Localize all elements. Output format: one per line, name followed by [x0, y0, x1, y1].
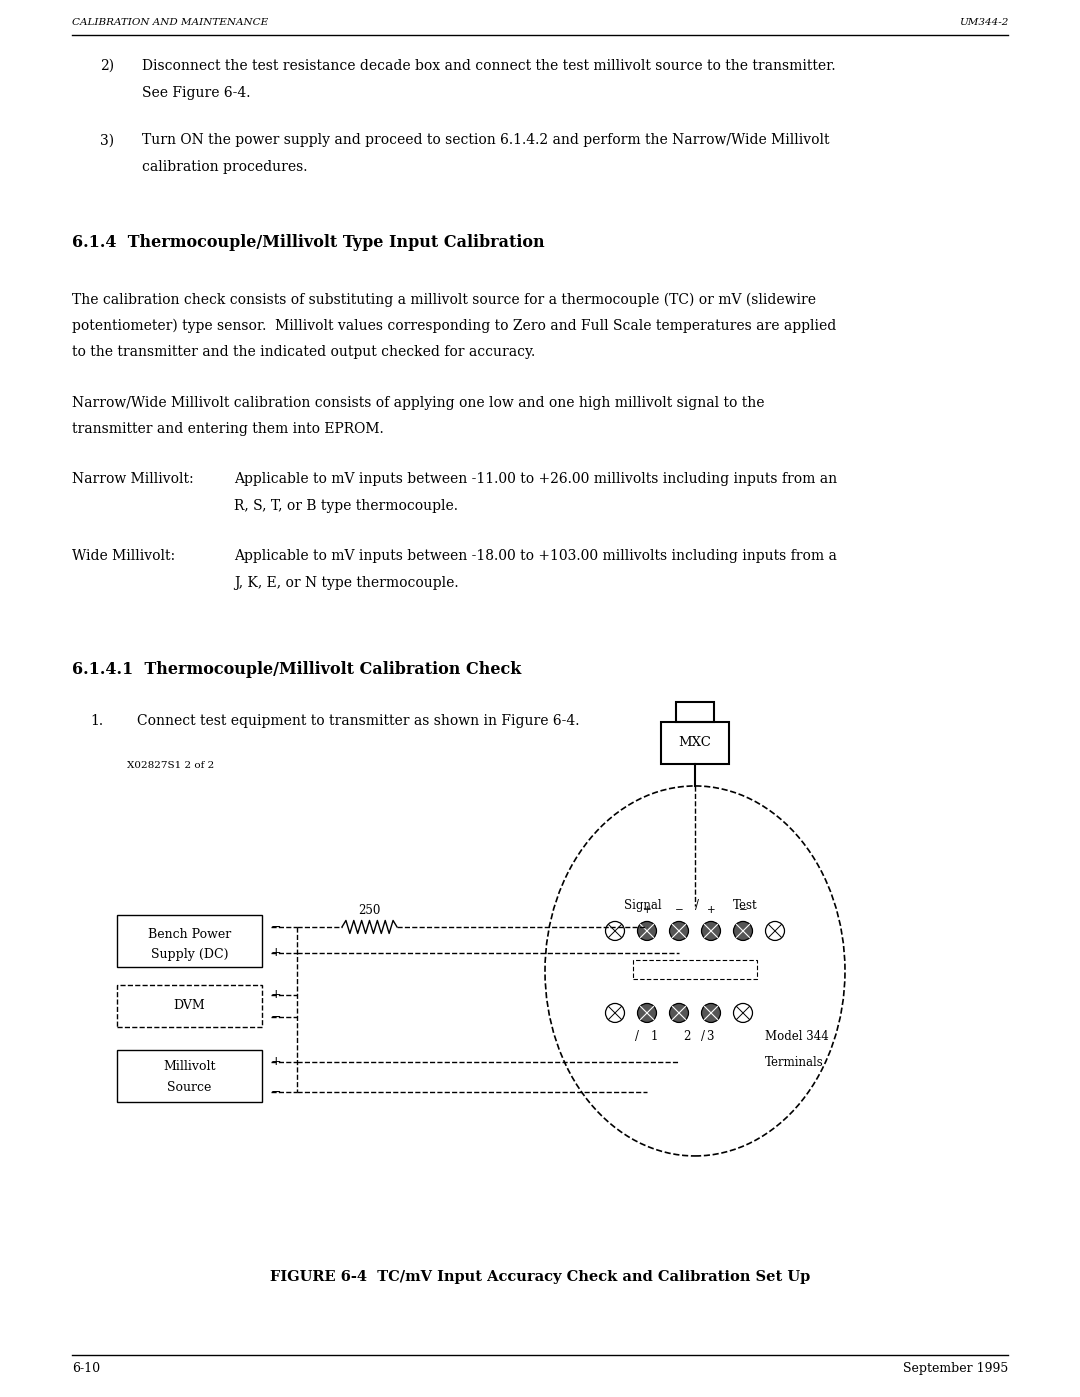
Text: Narrow/Wide Millivolt calibration consists of applying one low and one high mill: Narrow/Wide Millivolt calibration consis… — [72, 395, 765, 409]
Text: September 1995: September 1995 — [903, 1362, 1008, 1375]
Text: R, S, T, or B type thermocouple.: R, S, T, or B type thermocouple. — [234, 499, 458, 513]
Text: Model 344: Model 344 — [765, 1030, 828, 1044]
Circle shape — [733, 922, 753, 940]
Text: Signal: Signal — [624, 898, 662, 912]
Bar — [661, 722, 729, 764]
Text: Turn ON the power supply and proceed to section 6.1.4.2 and perform the Narrow/W: Turn ON the power supply and proceed to … — [141, 133, 829, 147]
Text: Narrow Millivolt:: Narrow Millivolt: — [72, 472, 193, 486]
Text: Terminals: Terminals — [765, 1056, 824, 1069]
Text: Wide Millivolt:: Wide Millivolt: — [72, 549, 175, 563]
Text: +: + — [271, 946, 282, 960]
Circle shape — [670, 922, 689, 940]
Text: potentiometer) type sensor.  Millivolt values corresponding to Zero and Full Sca: potentiometer) type sensor. Millivolt va… — [72, 319, 836, 332]
Text: 6.1.4  Thermocouple/Millivolt Type Input Calibration: 6.1.4 Thermocouple/Millivolt Type Input … — [72, 233, 544, 251]
Text: Applicable to mV inputs between -11.00 to +26.00 millivolts including inputs fro: Applicable to mV inputs between -11.00 t… — [234, 472, 837, 486]
Text: Connect test equipment to transmitter as shown in Figure 6-4.: Connect test equipment to transmitter as… — [137, 714, 580, 728]
Bar — [676, 701, 714, 722]
Text: 6-10: 6-10 — [72, 1362, 100, 1375]
Text: DVM: DVM — [174, 999, 205, 1013]
Text: 2: 2 — [683, 1030, 690, 1044]
Text: /: / — [701, 1030, 705, 1044]
Text: +: + — [643, 905, 651, 915]
Text: −: − — [739, 905, 747, 915]
Text: Source: Source — [167, 1081, 212, 1094]
Text: −: − — [271, 1010, 282, 1024]
Text: 6.1.4.1  Thermocouple/Millivolt Calibration Check: 6.1.4.1 Thermocouple/Millivolt Calibrati… — [72, 661, 522, 678]
Text: The calibration check consists of substituting a millivolt source for a thermoco: The calibration check consists of substi… — [72, 292, 816, 306]
Circle shape — [637, 1003, 657, 1023]
Bar — [117, 985, 262, 1027]
Text: CALIBRATION AND MAINTENANCE: CALIBRATION AND MAINTENANCE — [72, 18, 268, 27]
Text: Disconnect the test resistance decade box and connect the test millivolt source : Disconnect the test resistance decade bo… — [141, 59, 836, 73]
Circle shape — [637, 922, 657, 940]
Bar — [117, 1051, 262, 1102]
Text: 2): 2) — [100, 59, 114, 73]
Text: X02827S1 2 of 2: X02827S1 2 of 2 — [127, 761, 214, 770]
Text: +: + — [271, 989, 282, 1002]
Circle shape — [702, 922, 720, 940]
Text: 3: 3 — [706, 1030, 714, 1044]
Text: +: + — [271, 1056, 282, 1069]
Text: −: − — [271, 921, 282, 933]
Text: −: − — [271, 1085, 282, 1098]
Text: 1.: 1. — [90, 714, 103, 728]
Bar — [633, 960, 757, 979]
Text: Test: Test — [732, 898, 757, 912]
Text: MXC: MXC — [678, 736, 712, 749]
Text: 3): 3) — [100, 133, 114, 147]
Text: transmitter and entering them into EPROM.: transmitter and entering them into EPROM… — [72, 422, 383, 436]
Text: +: + — [706, 905, 715, 915]
Text: J, K, E, or N type thermocouple.: J, K, E, or N type thermocouple. — [234, 576, 459, 590]
Text: /: / — [635, 1030, 639, 1044]
Text: UM344-2: UM344-2 — [959, 18, 1008, 27]
Bar — [117, 915, 262, 967]
Text: calibration procedures.: calibration procedures. — [141, 159, 308, 173]
Text: to the transmitter and the indicated output checked for accuracy.: to the transmitter and the indicated out… — [72, 345, 536, 359]
Text: 1: 1 — [651, 1030, 659, 1044]
Text: /: / — [696, 898, 699, 912]
Circle shape — [670, 1003, 689, 1023]
Text: Bench Power: Bench Power — [148, 929, 231, 942]
Text: Applicable to mV inputs between -18.00 to +103.00 millivolts including inputs fr: Applicable to mV inputs between -18.00 t… — [234, 549, 837, 563]
Circle shape — [702, 1003, 720, 1023]
Text: 250: 250 — [359, 904, 380, 916]
Text: −: − — [675, 905, 684, 915]
Text: See Figure 6-4.: See Figure 6-4. — [141, 85, 251, 99]
Text: FIGURE 6-4  TC/mV Input Accuracy Check and Calibration Set Up: FIGURE 6-4 TC/mV Input Accuracy Check an… — [270, 1270, 810, 1284]
Text: Millivolt: Millivolt — [163, 1060, 216, 1073]
Text: Supply (DC): Supply (DC) — [151, 949, 228, 961]
